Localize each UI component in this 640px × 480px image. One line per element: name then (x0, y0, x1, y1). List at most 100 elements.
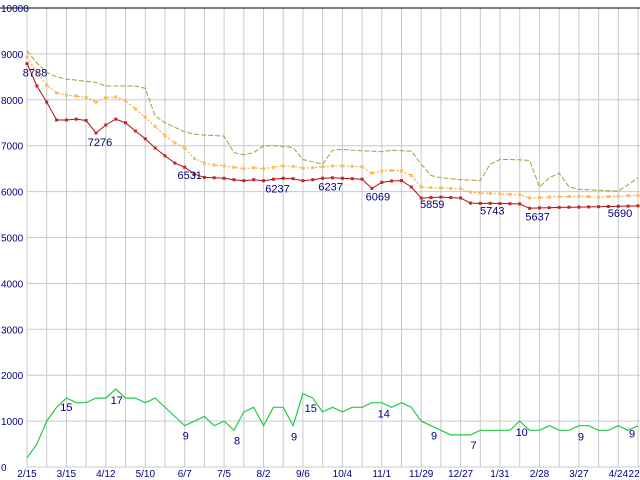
series-marker-min-price (419, 196, 423, 200)
series-marker-min-price (459, 196, 463, 200)
series-marker-avg-price (74, 94, 78, 98)
series-marker-min-price (55, 118, 59, 122)
series-marker-avg-price (193, 157, 196, 161)
annotation-label: 8 (234, 435, 240, 447)
series-marker-min-price (498, 202, 502, 205)
series-marker-min-price (449, 196, 453, 200)
annotation-label: 6237 (318, 181, 342, 193)
x-axis-label: 11/29 (409, 469, 434, 480)
series-marker-avg-price (212, 163, 216, 167)
series-marker-min-price (133, 129, 137, 133)
series-marker-avg-price (281, 164, 285, 168)
series-marker-min-price (488, 201, 492, 205)
series-marker-avg-price (124, 99, 127, 103)
series-marker-avg-price (360, 165, 364, 169)
annotation-label: 6069 (366, 191, 390, 203)
series-marker-min-price (360, 177, 364, 181)
series-marker-avg-price (163, 134, 167, 138)
annotation-label: 14 (378, 409, 390, 421)
x-axis-label: 4/12 (96, 469, 116, 480)
series-marker-min-price (173, 161, 177, 165)
series-marker-min-price (74, 117, 78, 121)
series-marker-min-price (577, 205, 581, 209)
series-marker-avg-price (321, 165, 325, 169)
series-marker-min-price (606, 205, 610, 208)
series-marker-avg-price (262, 167, 265, 171)
annotation-label: 5637 (525, 211, 549, 223)
series-marker-min-price (84, 119, 88, 122)
series-marker-min-price (25, 62, 29, 66)
series-marker-avg-price (508, 192, 512, 196)
annotation-label: 5743 (480, 205, 504, 217)
series-marker-avg-price (183, 146, 187, 150)
series-marker-avg-price (55, 91, 59, 95)
annotation-label: 15 (305, 403, 317, 415)
series-marker-min-price (183, 165, 187, 169)
series-marker-avg-price (340, 164, 344, 168)
series-marker-min-price (321, 176, 325, 180)
annotation-label: 5859 (420, 199, 444, 211)
series-marker-min-price (202, 175, 206, 179)
series-marker-min-price (64, 118, 68, 122)
series-marker-min-price (242, 179, 246, 183)
series-marker-min-price (271, 177, 275, 181)
series-marker-avg-price (429, 186, 433, 189)
series-marker-min-price (370, 186, 374, 190)
series-marker-avg-price (232, 165, 236, 169)
series-marker-min-price (222, 176, 226, 180)
series-marker-min-price (597, 205, 601, 209)
x-axis-label: 12/27 (448, 469, 473, 480)
annotation-label: 5690 (608, 208, 632, 220)
series-marker-min-price (469, 201, 472, 205)
series-marker-min-price (35, 84, 39, 88)
series-marker-avg-price (380, 169, 384, 173)
series-marker-avg-price (597, 195, 601, 199)
series-marker-avg-price (104, 96, 108, 99)
x-axis-label: 4/24 (609, 469, 629, 480)
annotation-label: 8788 (23, 68, 47, 80)
series-marker-avg-price (390, 169, 394, 172)
series-marker-min-price (232, 178, 236, 182)
series-marker-min-price (400, 179, 403, 183)
series-marker-avg-price (449, 186, 453, 190)
series-marker-min-price (143, 137, 147, 141)
series-marker-min-price (45, 100, 49, 104)
y-axis-label: 0 (1, 463, 7, 474)
y-axis-label: 10000 (1, 4, 29, 15)
series-marker-avg-price (350, 164, 354, 168)
series-marker-min-price (153, 146, 157, 150)
series-marker-min-price (518, 202, 522, 206)
series-marker-avg-price (626, 194, 630, 198)
x-axis-label: 8/2 (257, 469, 271, 480)
x-axis-label: 1/31 (490, 469, 510, 480)
series-marker-min-price (567, 205, 571, 209)
annotation-label: 9 (629, 429, 635, 441)
x-axis-label: 3/15 (57, 469, 77, 480)
series-marker-min-price (340, 176, 344, 180)
series-marker-avg-price (143, 115, 147, 119)
series-marker-avg-price (84, 96, 88, 99)
series-marker-min-price (380, 180, 384, 184)
x-axis-label: 2/28 (530, 469, 550, 480)
series-marker-avg-price (242, 167, 246, 171)
x-axis-label: 6/7 (178, 469, 192, 480)
series-marker-min-price (262, 179, 265, 183)
series-marker-min-price (104, 123, 108, 127)
annotation-label: 7276 (88, 137, 112, 149)
series-marker-avg-price (419, 185, 423, 189)
y-axis-label: 1000 (1, 417, 24, 428)
series-marker-avg-price (35, 70, 39, 74)
series-marker-avg-price (478, 191, 482, 195)
series-marker-min-price (587, 205, 591, 209)
annotation-label: 15 (60, 402, 72, 414)
y-axis-label: 5000 (1, 234, 24, 245)
x-axis-label: 7/5 (217, 469, 231, 480)
series-marker-min-price (409, 185, 413, 189)
y-axis-label: 8000 (1, 96, 24, 107)
x-axis-label: 5/10 (136, 469, 156, 480)
series-marker-avg-price (547, 195, 551, 199)
series-marker-avg-price (538, 196, 541, 200)
series-marker-avg-price (409, 174, 413, 177)
x-axis-label: 22 (629, 469, 640, 480)
